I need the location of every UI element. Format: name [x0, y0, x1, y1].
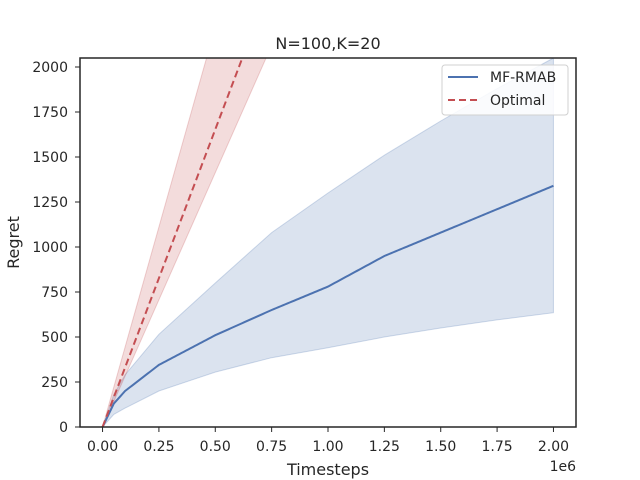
y-tick-label: 750 — [41, 285, 68, 301]
x-axis-title: Timesteps — [286, 460, 369, 479]
legend-label: Optimal — [490, 93, 545, 109]
x-axis: 0.00 0.25 0.50 0.75 1.00 1.25 1.50 1.75 2.00 — [87, 427, 569, 455]
y-tick-label: 500 — [41, 330, 68, 346]
x-tick-label: 0.50 — [200, 439, 231, 455]
y-axis: 0 250 500 750 1000 1250 1500 1750 2000 — [32, 60, 80, 436]
mf-rmab-line — [101, 184, 554, 427]
y-tick-label: 0 — [59, 420, 68, 436]
y-tick-label: 250 — [41, 375, 68, 391]
x-tick-label: 0.00 — [87, 439, 118, 455]
y-axis-title: Regret — [4, 216, 23, 269]
x-tick-label: 1.00 — [312, 439, 343, 455]
chart-title: N=100,K=20 — [275, 34, 380, 53]
series-lines — [101, 58, 554, 427]
x-tick-label: 1.75 — [482, 439, 513, 455]
y-tick-label: 1000 — [32, 240, 68, 256]
optimal-band — [102, 58, 267, 427]
y-tick-label: 1500 — [32, 150, 68, 166]
x-tick-label: 1.50 — [425, 439, 456, 455]
legend: MF-RMAB Optimal — [441, 64, 569, 116]
x-tick-label: 1.25 — [369, 439, 400, 455]
legend-label: MF-RMAB — [490, 70, 556, 86]
x-tick-label: 0.25 — [143, 439, 174, 455]
x-tick-label: 0.75 — [256, 439, 287, 455]
x-axis-offset-label: 1e6 — [550, 459, 577, 475]
y-tick-label: 1750 — [32, 105, 68, 121]
x-tick-label: 2.00 — [538, 439, 569, 455]
y-tick-label: 1250 — [32, 195, 68, 211]
y-tick-label: 2000 — [32, 60, 68, 76]
